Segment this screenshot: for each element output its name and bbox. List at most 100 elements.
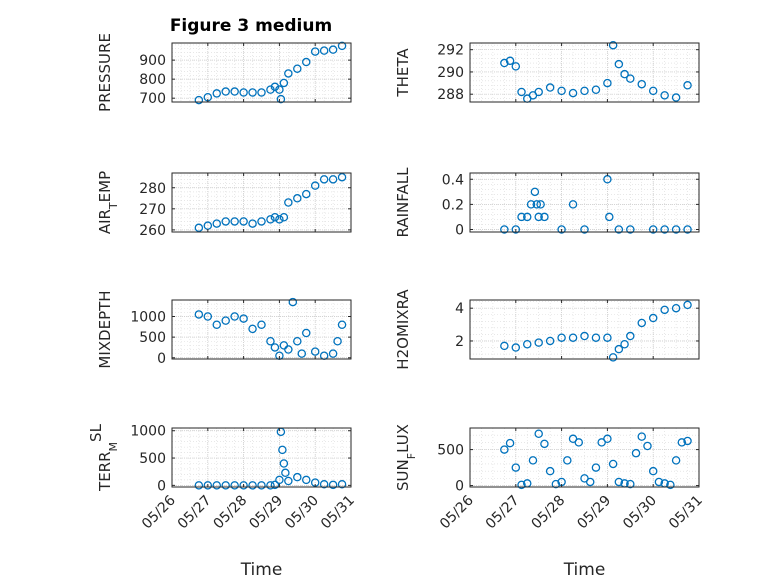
data-point xyxy=(270,212,280,222)
data-point xyxy=(266,481,275,490)
data-point xyxy=(614,344,624,354)
data-point xyxy=(671,225,681,234)
data-point xyxy=(683,225,692,234)
series-markers xyxy=(194,41,347,105)
data-point xyxy=(637,318,647,328)
data-point xyxy=(580,225,589,234)
data-point xyxy=(568,333,578,342)
data-point xyxy=(631,448,641,458)
x-tick-label: 05/31 xyxy=(318,493,358,533)
subplot-pressure: 700 800 900 PRESSURE xyxy=(96,33,352,112)
data-point xyxy=(328,175,338,184)
data-point xyxy=(230,87,239,96)
subplot-sun_flux: 0 500 SUNFLUX 05/26 05/27 05/28 05/29 05/30 05/3… xyxy=(394,424,706,580)
data-point xyxy=(614,59,624,69)
subplot-theta: 288 290 292 THETA xyxy=(394,40,700,103)
plot-area xyxy=(172,43,351,102)
data-point xyxy=(660,225,669,234)
data-point xyxy=(526,200,536,209)
y-tick-label: 288 xyxy=(437,87,464,103)
data-point xyxy=(620,69,629,79)
x-tick-label: 05/28 xyxy=(211,493,251,533)
data-point xyxy=(319,480,329,489)
data-point xyxy=(580,86,589,96)
y-tick-label: 1000 xyxy=(130,310,166,326)
y-tick-label: 900 xyxy=(139,53,166,69)
y-tick-label: 0.4 xyxy=(442,172,464,188)
x-tick-label: 05/29 xyxy=(574,493,614,533)
data-point xyxy=(626,74,635,83)
data-point xyxy=(293,194,302,203)
y-tick-label: 0.2 xyxy=(442,197,464,213)
data-point xyxy=(626,479,635,489)
series-markers xyxy=(500,300,692,362)
data-point xyxy=(500,58,509,68)
y-tick-label: 292 xyxy=(437,43,464,59)
plot-area xyxy=(172,428,351,487)
series-markers xyxy=(500,175,692,234)
data-point xyxy=(603,78,612,88)
y-tick-label: 290 xyxy=(437,65,464,81)
y-tick-label: 500 xyxy=(437,443,464,459)
data-point xyxy=(310,347,320,356)
y-tick-label: 0 xyxy=(157,478,166,494)
data-point xyxy=(517,87,526,97)
data-point xyxy=(683,436,692,446)
data-point xyxy=(337,172,347,182)
data-point xyxy=(536,200,545,209)
data-point xyxy=(568,200,578,209)
data-point xyxy=(523,212,532,222)
data-point xyxy=(270,480,280,490)
data-point xyxy=(270,82,280,92)
data-point xyxy=(517,480,526,490)
data-point xyxy=(337,480,347,489)
data-point xyxy=(212,219,221,228)
data-point xyxy=(279,212,289,222)
y-axis-label: PRESSURE xyxy=(96,33,114,112)
plot-area xyxy=(172,300,351,359)
data-point xyxy=(293,64,302,73)
data-point xyxy=(530,187,540,197)
x-tick-label: 05/30 xyxy=(282,493,322,533)
data-point xyxy=(545,466,555,476)
data-point xyxy=(551,479,561,489)
data-point xyxy=(637,432,647,441)
data-point xyxy=(310,47,320,56)
y-tick-label: 800 xyxy=(139,72,166,88)
y-axis-label: TERRMSL xyxy=(87,423,120,492)
data-point xyxy=(279,459,289,468)
data-point xyxy=(310,181,320,190)
y-axis-label: AIRTEMP xyxy=(96,171,120,234)
figure-title: Figure 3 medium xyxy=(170,16,332,36)
data-point xyxy=(275,85,284,94)
data-point xyxy=(239,314,248,323)
plot-area xyxy=(172,173,351,232)
plot-area xyxy=(470,43,699,102)
data-point xyxy=(194,223,204,233)
subplot-h2omixra: 2 4 H2OMIXRA xyxy=(394,289,700,370)
data-point xyxy=(666,480,675,490)
series-markers xyxy=(194,297,347,360)
data-point xyxy=(591,463,601,472)
data-point xyxy=(221,316,230,325)
x-axis-label: Time xyxy=(563,560,606,580)
y-axis-label: RAINFALL xyxy=(394,167,412,238)
data-point xyxy=(284,476,293,486)
data-point xyxy=(540,212,549,222)
data-point xyxy=(275,475,284,485)
data-point xyxy=(637,79,647,89)
data-point xyxy=(284,345,293,354)
series-markers xyxy=(194,427,347,490)
data-point xyxy=(534,87,543,97)
y-tick-label: 500 xyxy=(139,330,166,346)
data-point xyxy=(319,46,329,55)
x-tick-label: 05/26 xyxy=(139,492,179,532)
data-point xyxy=(288,297,298,307)
data-point xyxy=(660,305,669,315)
subplot-rainfall: 0 0.2 0.4 RAINFALL xyxy=(394,167,700,238)
data-point xyxy=(278,445,287,455)
subplot-air_temp: 260 270 280 AIRTEMP xyxy=(96,171,352,239)
data-point xyxy=(248,324,257,334)
data-point xyxy=(683,81,692,90)
axes-box xyxy=(469,427,700,488)
